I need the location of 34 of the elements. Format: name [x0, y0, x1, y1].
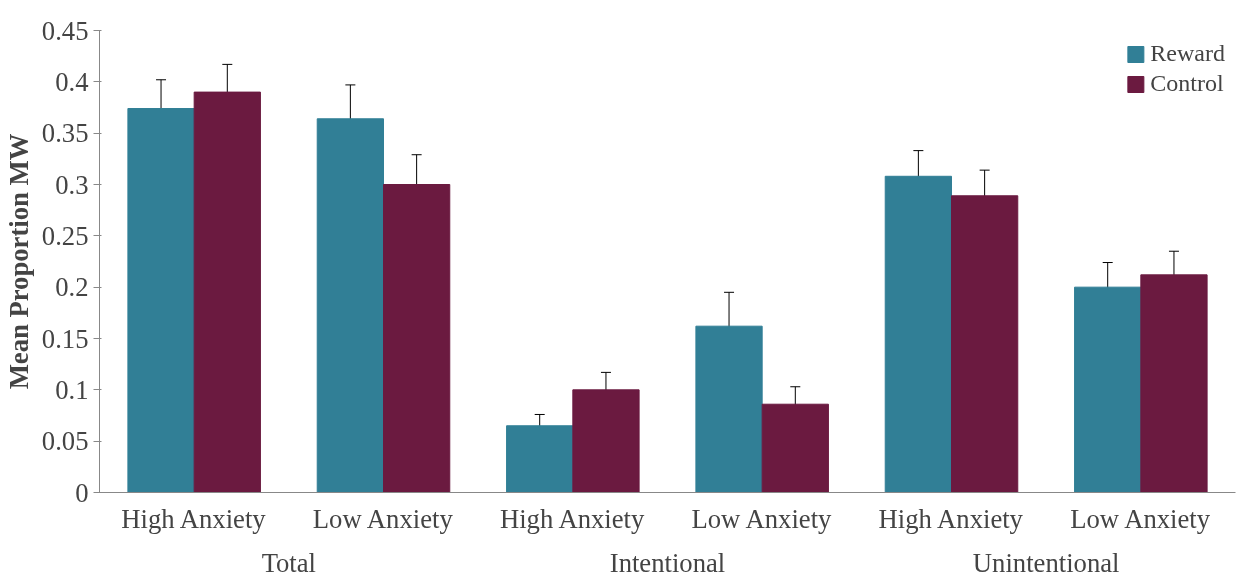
x-tick-label: High Anxiety: [499, 503, 645, 534]
bar: [193, 91, 261, 493]
y-tick-label: 0.1: [55, 374, 89, 405]
text: Intentional: [609, 547, 726, 578]
bar: [951, 195, 1019, 493]
bar: [572, 389, 640, 493]
y-tick-label: 0.4: [55, 66, 89, 97]
y-tick-label: 0.25: [41, 220, 89, 251]
text: Unintentional: [972, 547, 1120, 578]
x-tick-label: Low Anxiety: [312, 503, 454, 534]
x-tick-label: Low Anxiety: [1070, 503, 1211, 534]
bar: [506, 425, 574, 493]
bar: [316, 118, 384, 493]
legend-label: Reward: [1150, 40, 1225, 67]
y-tick-label: 0.15: [41, 323, 89, 354]
y-tick-label: 0.05: [41, 426, 89, 457]
x-tick-label: High Anxiety: [121, 503, 267, 534]
y-tick-label: 0.3: [55, 169, 89, 200]
bar: [761, 403, 829, 493]
bar: [884, 175, 952, 493]
y-tick-label: 0: [75, 477, 89, 508]
y-axis-title: Mean Proportion MW: [3, 133, 34, 390]
y-tick-label: 0.2: [55, 272, 89, 303]
bar: [127, 108, 195, 493]
bar: [695, 325, 763, 493]
x-tick-label: Low Anxiety: [691, 503, 833, 534]
y-tick-label: 0.35: [41, 118, 89, 149]
x-tick-label: High Anxiety: [878, 503, 1024, 534]
legend-label: Control: [1150, 70, 1224, 97]
bar: [1074, 286, 1142, 493]
text: Total: [261, 547, 317, 578]
bar: [383, 184, 451, 493]
y-tick-label: 0.45: [41, 15, 89, 46]
bar: [1140, 274, 1208, 493]
